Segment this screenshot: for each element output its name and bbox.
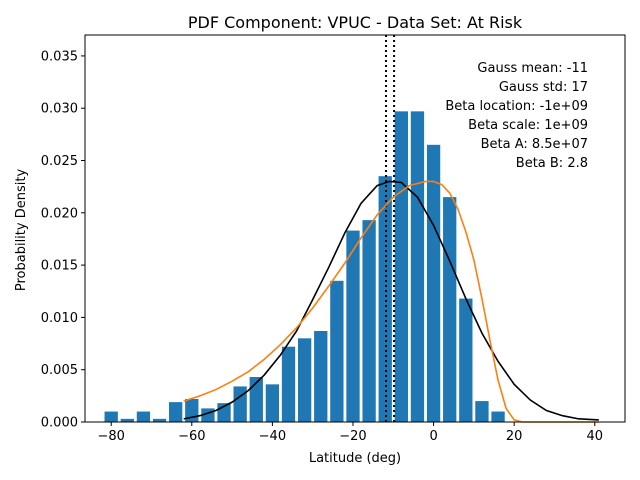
parameter-annotation: Gauss mean: -11 (477, 61, 588, 76)
parameter-annotation: Beta scale: 1e+09 (468, 118, 588, 133)
histogram-bar (378, 176, 392, 422)
histogram-bar (314, 331, 328, 422)
y-tick-label: 0.010 (41, 311, 78, 326)
histogram-bar (443, 197, 457, 422)
histogram-bar (475, 401, 489, 422)
y-axis-label: Probability Density (14, 169, 29, 292)
x-tick-label: −40 (259, 429, 286, 444)
x-axis-label: Latitude (deg) (309, 451, 401, 466)
histogram-bar (362, 220, 376, 422)
y-tick-label: 0.020 (41, 206, 78, 221)
histogram-bar (459, 298, 473, 422)
axes: −80 −60 −40 −20 0 20 40 0.000 0.005 0.010 0.015 0.0… (41, 34, 626, 444)
plot-frame (84, 34, 626, 423)
histogram-bar (265, 384, 280, 422)
beta-curve (183, 180, 599, 423)
x-tick-label: −60 (178, 429, 205, 444)
x-tick-label: 20 (506, 429, 523, 444)
histogram-bar (297, 338, 312, 422)
histogram-bar (152, 418, 167, 422)
y-tick-label: 0.025 (41, 154, 78, 169)
histogram-bar (249, 377, 263, 422)
x-tick-label: 0 (429, 429, 437, 444)
histogram-bar (233, 386, 247, 422)
x-tick-label: −20 (339, 429, 366, 444)
histogram-bar (330, 280, 344, 422)
x-tick-label: −80 (97, 429, 124, 444)
histogram-bar (104, 411, 118, 422)
parameter-annotation: Beta B: 2.8 (516, 156, 588, 171)
histogram-bar (169, 402, 183, 422)
chart-title: PDF Component: VPUC - Data Set: At Risk (188, 13, 523, 32)
histogram-bar (491, 411, 505, 422)
parameter-annotations: Gauss mean: -11 Gauss std: 17 Beta locatio… (445, 61, 588, 171)
parameter-annotation: Beta location: -1e+09 (445, 99, 588, 114)
y-tick-label: 0.035 (41, 49, 78, 64)
histogram-bar (394, 111, 408, 422)
parameter-annotation: Beta A: 8.5e+07 (481, 137, 588, 152)
histogram-bar (281, 346, 296, 422)
parameter-annotation: Gauss std: 17 (499, 80, 588, 95)
histogram-bar (136, 411, 151, 422)
plot-area (104, 35, 599, 423)
histogram-bar (410, 111, 425, 422)
gaussian-curve (183, 180, 599, 421)
histogram-bar (426, 144, 441, 422)
histogram-bar (120, 418, 134, 422)
y-tick-label: 0.005 (41, 363, 78, 378)
y-tick-label: 0.015 (41, 259, 78, 274)
x-tick-label: 40 (587, 429, 604, 444)
histogram-bar (346, 230, 360, 422)
y-tick-label: 0.030 (41, 102, 78, 117)
y-tick-label: 0.000 (41, 416, 78, 431)
